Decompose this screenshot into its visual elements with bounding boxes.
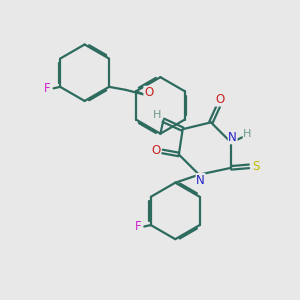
Text: O: O (215, 93, 224, 106)
Text: H: H (243, 129, 252, 139)
Text: O: O (144, 86, 153, 99)
Text: F: F (135, 220, 142, 233)
Text: N: N (228, 131, 237, 144)
Text: N: N (196, 173, 205, 187)
Text: S: S (252, 160, 259, 173)
Text: H: H (153, 110, 161, 120)
Text: F: F (44, 82, 51, 95)
Text: O: O (151, 144, 160, 158)
